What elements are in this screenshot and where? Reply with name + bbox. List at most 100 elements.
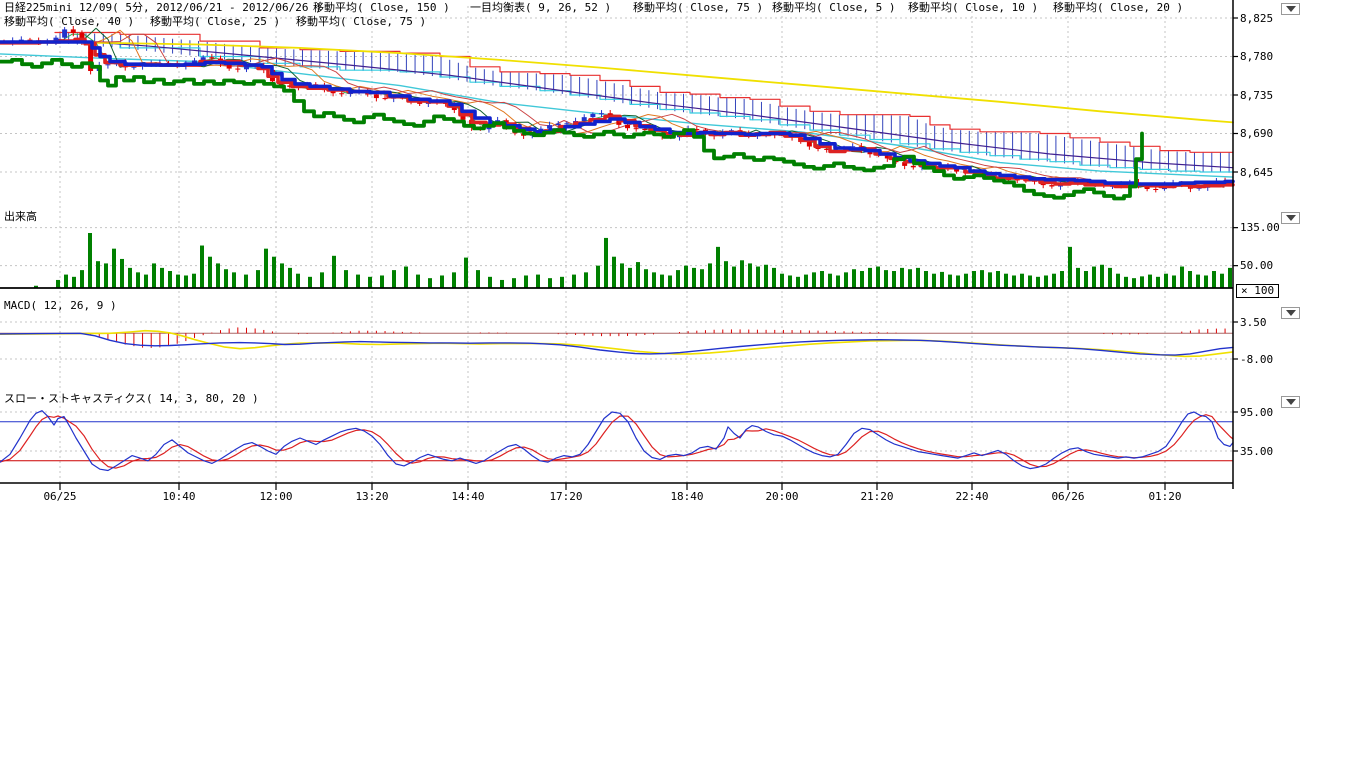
indicator-label[interactable]: 移動平均( Close, 5 ): [772, 1, 895, 14]
price-axis-label: 8,645: [1240, 166, 1273, 179]
volume-bar: [308, 277, 312, 288]
volume-bar: [512, 278, 516, 288]
volume-bar: [184, 275, 188, 288]
volume-bar: [796, 277, 800, 288]
volume-bar: [280, 263, 284, 288]
volume-bar: [740, 260, 744, 288]
time-axis-label: 10:40: [159, 490, 199, 503]
volume-bar: [1196, 275, 1200, 288]
candle: [105, 64, 110, 65]
indicator-label[interactable]: 一目均衡表( 9, 26, 52 ): [470, 1, 611, 14]
volume-bar: [668, 275, 672, 288]
candle: [564, 123, 569, 124]
volume-bar: [708, 263, 712, 288]
volume-bar: [732, 267, 736, 288]
volume-bar: [604, 238, 608, 288]
indicator-label[interactable]: 移動平均( Close, 75 ): [633, 1, 763, 14]
candle: [590, 114, 595, 117]
macd-axis-label: 3.50: [1240, 316, 1267, 329]
volume-bar: [560, 277, 564, 288]
volume-pane-dropdown-button[interactable]: [1281, 212, 1300, 224]
volume-bar: [844, 272, 848, 288]
candle: [1153, 189, 1158, 190]
volume-bar: [272, 257, 276, 288]
volume-bar: [908, 269, 912, 288]
candle: [62, 29, 67, 37]
volume-bar: [660, 275, 664, 288]
volume-bar: [416, 275, 420, 288]
volume-bar: [820, 271, 824, 288]
volume-bar: [620, 263, 624, 288]
stoch-pane-dropdown-button[interactable]: [1281, 396, 1300, 408]
macd-pane-label[interactable]: MACD( 12, 26, 9 ): [4, 299, 117, 312]
volume-pane-label: 出来高: [4, 210, 37, 223]
volume-bar: [1076, 268, 1080, 288]
chevron-down-icon: [1286, 310, 1296, 316]
volume-bar: [356, 275, 360, 288]
volume-bar: [56, 280, 60, 288]
volume-bar: [452, 272, 456, 288]
volume-bar: [128, 268, 132, 288]
volume-bar: [344, 270, 348, 288]
volume-bar: [200, 246, 204, 288]
price-pane-dropdown-button[interactable]: [1281, 3, 1300, 15]
volume-bar: [772, 268, 776, 288]
volume-bar: [780, 274, 784, 288]
volume-bar: [1044, 275, 1048, 288]
volume-bar: [868, 268, 872, 288]
indicator-label[interactable]: 移動平均( Close, 20 ): [1053, 1, 1183, 14]
volume-bar: [428, 278, 432, 288]
macd-signal-line: [0, 331, 1233, 357]
indicator-label[interactable]: 移動平均( Close, 150 ): [313, 1, 450, 14]
indicator-label[interactable]: 移動平均( Close, 25 ): [150, 15, 280, 28]
macd-axis-label: -8.00: [1240, 353, 1273, 366]
volume-bar: [168, 271, 172, 288]
volume-bar: [1092, 267, 1096, 288]
volume-bar: [176, 275, 180, 288]
candle: [625, 125, 630, 128]
volume-bar: [836, 275, 840, 288]
volume-bar: [476, 270, 480, 288]
chart-canvas[interactable]: [0, 0, 1366, 768]
candle: [209, 57, 214, 58]
candle: [556, 124, 561, 126]
volume-bar: [104, 263, 108, 288]
volume-bar: [1108, 268, 1112, 288]
volume-bar: [1028, 275, 1032, 288]
volume-bar: [1068, 247, 1072, 288]
time-axis-label: 14:40: [448, 490, 488, 503]
ma75-thin-red-line: [0, 34, 1224, 187]
volume-bar: [264, 249, 268, 288]
volume-bar: [1188, 271, 1192, 288]
indicator-label[interactable]: 移動平均( Close, 10 ): [908, 1, 1038, 14]
time-axis-label: 17:20: [546, 490, 586, 503]
volume-axis-label: 50.00: [1240, 259, 1273, 272]
volume-bar: [1140, 276, 1144, 288]
volume-bar: [948, 275, 952, 288]
time-axis-label: 12:00: [256, 490, 296, 503]
volume-bar: [500, 280, 504, 288]
volume-bar: [88, 233, 92, 288]
ma20-darkgreen-line: [0, 28, 1224, 187]
volume-bar: [296, 274, 300, 288]
indicator-label[interactable]: 移動平均( Close, 75 ): [296, 15, 426, 28]
candle: [634, 128, 639, 129]
candle: [383, 98, 388, 99]
volume-bar: [932, 274, 936, 288]
indicator-label[interactable]: 移動平均( Close, 40 ): [4, 15, 134, 28]
volume-bar: [1012, 275, 1016, 288]
volume-bar: [192, 274, 196, 288]
volume-bar: [692, 268, 696, 288]
candle: [599, 113, 604, 114]
stoch-k-line: [0, 411, 1233, 471]
stochastics-pane-label[interactable]: スロー・ストキャスティクス( 14, 3, 80, 20 ): [4, 392, 259, 405]
volume-bar: [756, 267, 760, 288]
volume-bar: [1132, 278, 1136, 288]
volume-bar: [1036, 277, 1040, 288]
macd-pane-dropdown-button[interactable]: [1281, 307, 1300, 319]
candle: [339, 93, 344, 94]
volume-bar: [596, 266, 600, 288]
volume-bar: [1060, 271, 1064, 288]
volume-bar: [612, 257, 616, 288]
instrument-title[interactable]: 日経225mini 12/09( 5分, 2012/06/21 - 2012/0…: [4, 1, 322, 14]
